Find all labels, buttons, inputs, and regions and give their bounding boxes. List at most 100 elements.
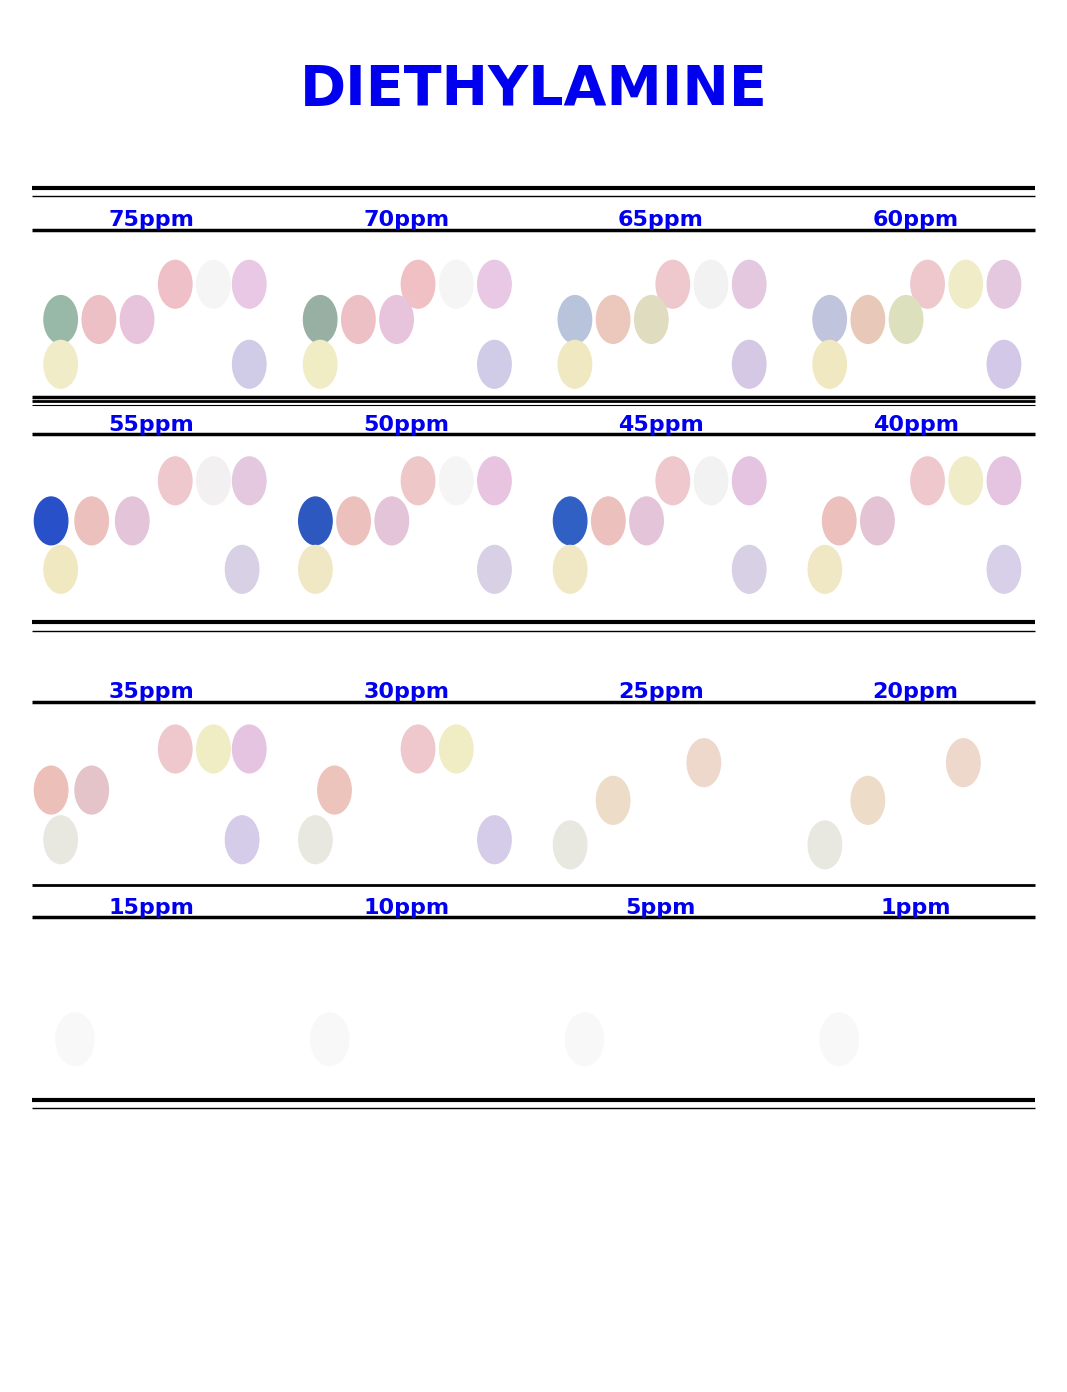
Ellipse shape — [630, 497, 664, 544]
Ellipse shape — [949, 457, 983, 505]
Ellipse shape — [303, 341, 337, 388]
Ellipse shape — [225, 816, 259, 863]
Ellipse shape — [654, 966, 691, 1019]
Ellipse shape — [121, 295, 154, 344]
Ellipse shape — [440, 457, 473, 505]
Text: 60ppm: 60ppm — [873, 210, 958, 230]
Ellipse shape — [987, 341, 1021, 388]
Ellipse shape — [808, 821, 842, 869]
Ellipse shape — [440, 260, 473, 308]
Ellipse shape — [196, 725, 230, 773]
Ellipse shape — [303, 295, 337, 344]
Text: 75ppm: 75ppm — [109, 210, 194, 230]
Ellipse shape — [144, 966, 182, 1019]
Ellipse shape — [159, 260, 192, 308]
Ellipse shape — [299, 497, 332, 544]
Ellipse shape — [732, 546, 766, 593]
Ellipse shape — [341, 295, 376, 344]
Ellipse shape — [440, 725, 473, 773]
Text: 20ppm: 20ppm — [873, 682, 958, 702]
Text: 40ppm: 40ppm — [873, 415, 958, 434]
Ellipse shape — [401, 260, 434, 308]
Ellipse shape — [890, 295, 923, 344]
Ellipse shape — [380, 295, 413, 344]
Ellipse shape — [821, 1013, 858, 1065]
Ellipse shape — [987, 457, 1021, 505]
Ellipse shape — [401, 725, 434, 773]
Ellipse shape — [310, 1013, 349, 1065]
Ellipse shape — [34, 497, 68, 544]
Ellipse shape — [399, 966, 437, 1019]
Ellipse shape — [908, 966, 946, 1019]
Ellipse shape — [225, 546, 259, 593]
Ellipse shape — [813, 341, 846, 388]
Ellipse shape — [987, 546, 1021, 593]
Ellipse shape — [946, 739, 981, 786]
Ellipse shape — [478, 341, 511, 388]
Ellipse shape — [851, 295, 885, 344]
Ellipse shape — [75, 766, 109, 814]
Ellipse shape — [732, 260, 766, 308]
Ellipse shape — [732, 341, 766, 388]
Text: 10ppm: 10ppm — [363, 898, 449, 917]
Ellipse shape — [196, 260, 230, 308]
Ellipse shape — [44, 816, 78, 863]
Ellipse shape — [478, 546, 511, 593]
Text: 55ppm: 55ppm — [109, 415, 194, 434]
Ellipse shape — [596, 295, 630, 344]
Ellipse shape — [823, 497, 856, 544]
Ellipse shape — [75, 497, 109, 544]
Text: 70ppm: 70ppm — [363, 210, 449, 230]
Ellipse shape — [299, 816, 332, 863]
Text: 30ppm: 30ppm — [363, 682, 449, 702]
Text: 25ppm: 25ppm — [618, 682, 704, 702]
Text: 65ppm: 65ppm — [618, 210, 704, 230]
Text: 1ppm: 1ppm — [880, 898, 951, 917]
Ellipse shape — [558, 341, 591, 388]
Ellipse shape — [233, 260, 266, 308]
Ellipse shape — [44, 295, 78, 344]
Ellipse shape — [478, 260, 511, 308]
Text: 15ppm: 15ppm — [109, 898, 194, 917]
Ellipse shape — [55, 1013, 94, 1065]
Ellipse shape — [635, 295, 668, 344]
Ellipse shape — [478, 457, 511, 505]
Ellipse shape — [478, 816, 511, 863]
Ellipse shape — [233, 725, 266, 773]
Ellipse shape — [233, 341, 266, 388]
Text: 50ppm: 50ppm — [363, 415, 449, 434]
Ellipse shape — [401, 457, 434, 505]
Text: 5ppm: 5ppm — [625, 898, 696, 917]
Ellipse shape — [115, 497, 149, 544]
Ellipse shape — [376, 497, 409, 544]
Ellipse shape — [851, 777, 885, 824]
Ellipse shape — [337, 497, 370, 544]
Ellipse shape — [318, 766, 351, 814]
Ellipse shape — [911, 260, 944, 308]
Ellipse shape — [159, 457, 192, 505]
Ellipse shape — [687, 739, 720, 786]
Ellipse shape — [695, 457, 728, 505]
Ellipse shape — [861, 497, 894, 544]
Ellipse shape — [987, 260, 1021, 308]
Ellipse shape — [34, 766, 68, 814]
Ellipse shape — [159, 725, 192, 773]
Ellipse shape — [196, 457, 230, 505]
Ellipse shape — [554, 546, 587, 593]
Ellipse shape — [44, 341, 78, 388]
Ellipse shape — [233, 457, 266, 505]
Ellipse shape — [554, 497, 587, 544]
Ellipse shape — [813, 295, 846, 344]
Ellipse shape — [554, 821, 587, 869]
Ellipse shape — [695, 260, 728, 308]
Ellipse shape — [558, 295, 591, 344]
Ellipse shape — [596, 777, 630, 824]
Text: 35ppm: 35ppm — [109, 682, 194, 702]
Ellipse shape — [44, 546, 78, 593]
Ellipse shape — [656, 260, 689, 308]
Text: DIETHYLAMINE: DIETHYLAMINE — [300, 63, 767, 117]
Ellipse shape — [566, 1013, 604, 1065]
Ellipse shape — [82, 295, 115, 344]
Ellipse shape — [591, 497, 625, 544]
Ellipse shape — [656, 457, 689, 505]
